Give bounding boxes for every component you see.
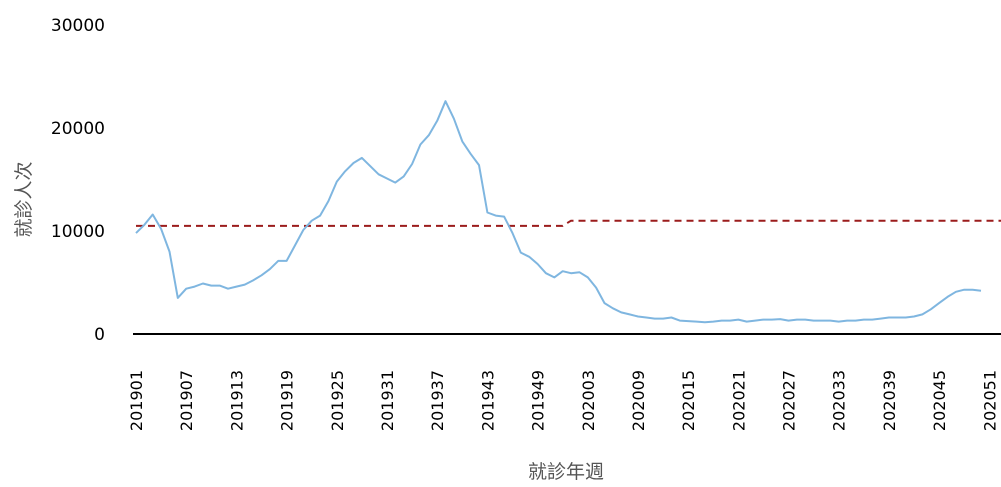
x-tick-label: 202045 <box>930 370 949 431</box>
x-tick-label: 201919 <box>278 370 297 431</box>
x-tick-label: 202003 <box>579 370 598 431</box>
x-tick-label: 201949 <box>529 370 548 431</box>
threshold-line <box>136 219 1001 227</box>
x-tick-label: 201931 <box>378 370 397 431</box>
x-tick-label: 201901 <box>127 370 146 431</box>
x-tick-label: 201937 <box>428 370 447 431</box>
series-line <box>135 100 982 324</box>
y-axis-ticks: 0 10000 20000 30000 <box>51 16 105 345</box>
y-tick-label: 20000 <box>51 119 105 139</box>
x-tick-label: 201913 <box>227 370 246 431</box>
x-tick-label: 202033 <box>830 370 849 431</box>
x-axis-title: 就診年週 <box>528 461 604 483</box>
x-tick-label: 202027 <box>780 370 799 431</box>
x-tick-label: 201943 <box>478 370 497 431</box>
x-tick-label: 202039 <box>880 370 899 431</box>
x-tick-label: 201925 <box>328 370 347 431</box>
y-tick-label: 0 <box>94 325 105 345</box>
x-tick-label: 202051 <box>980 370 999 431</box>
x-axis-ticks: 201901 201907 201913 201919 201925 201931 2019… <box>127 370 999 431</box>
x-tick-label: 202021 <box>729 370 748 431</box>
y-tick-label: 30000 <box>51 16 105 36</box>
x-tick-label: 202009 <box>629 370 648 431</box>
y-axis-title: 就診人次 <box>13 161 35 237</box>
y-tick-label: 10000 <box>51 222 105 242</box>
x-tick-label: 202015 <box>679 370 698 431</box>
x-tick-label: 201907 <box>177 370 196 431</box>
